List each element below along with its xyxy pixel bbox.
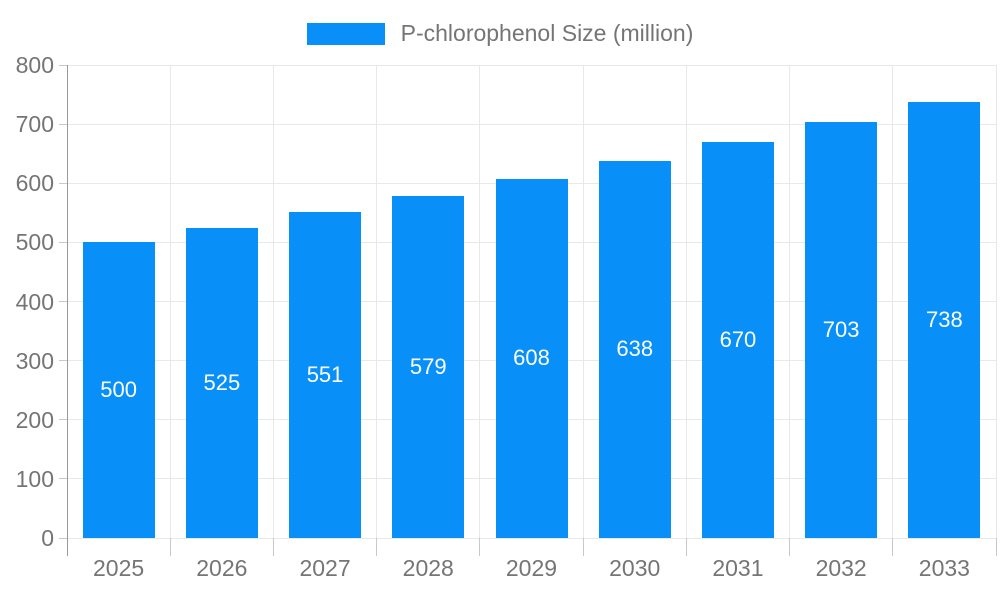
bar-2025[interactable]: 500: [82, 242, 155, 538]
x-tick: [582, 538, 584, 556]
legend[interactable]: P-chlorophenol Size (million): [0, 20, 1000, 47]
y-tick: [59, 301, 67, 302]
legend-swatch: [306, 22, 385, 45]
gridline-v: [376, 65, 378, 538]
legend-label: P-chlorophenol Size (million): [400, 20, 694, 46]
gridline-v: [995, 65, 997, 538]
y-tick: [59, 64, 67, 66]
x-axis-label: 2028: [402, 555, 454, 581]
x-tick: [892, 538, 894, 556]
gridline-h: [67, 64, 996, 66]
x-tick: [376, 538, 378, 556]
y-axis-label: 800: [15, 52, 54, 78]
x-tick: [479, 538, 481, 556]
bar-value-label: 670: [719, 326, 757, 352]
y-tick: [59, 182, 67, 184]
bar-2030[interactable]: 638: [598, 160, 671, 538]
bar-value-label: 525: [203, 369, 241, 395]
y-axis-label: 700: [15, 111, 54, 138]
y-axis-label: 500: [15, 229, 54, 256]
gridline-v: [272, 65, 274, 538]
y-tick: [59, 241, 67, 243]
gridline-v: [169, 65, 171, 538]
y-axis-label: 600: [15, 170, 54, 197]
gridline-h: [67, 123, 996, 125]
x-tick: [995, 538, 997, 556]
x-axis-label: 2029: [505, 555, 558, 581]
y-axis-label: 300: [15, 347, 54, 374]
bar-2028[interactable]: 579: [392, 195, 465, 538]
bar-2032[interactable]: 703: [805, 122, 878, 538]
bar-value-label: 703: [822, 317, 860, 343]
x-axis-label: 2027: [299, 555, 351, 581]
gridline-v: [892, 65, 894, 538]
gridline-v: [789, 65, 791, 538]
x-axis-label: 2025: [93, 555, 145, 581]
bar-value-label: 638: [616, 336, 654, 362]
x-axis-label: 2030: [609, 555, 661, 581]
bar-2029[interactable]: 608: [495, 178, 568, 538]
bar-value-label: 738: [926, 306, 963, 332]
bar-2026[interactable]: 525: [185, 227, 258, 538]
y-axis-line: [66, 65, 68, 556]
bar-value-label: 579: [409, 353, 447, 379]
y-tick: [59, 537, 67, 539]
x-axis-label: 2032: [815, 555, 867, 581]
bar-value-label: 500: [100, 377, 137, 403]
gridline-v: [479, 65, 481, 538]
x-tick: [789, 538, 791, 556]
x-axis-label: 2026: [196, 555, 248, 581]
y-axis-label: 100: [15, 465, 54, 492]
y-axis-label: 400: [15, 288, 54, 315]
y-axis-label: 0: [41, 525, 54, 551]
y-tick: [59, 123, 67, 125]
gridline-v: [685, 65, 687, 538]
gridline-v: [582, 65, 584, 538]
bar-2027[interactable]: 551: [289, 212, 362, 538]
bar-value-label: 608: [513, 345, 550, 371]
bar-value-label: 551: [306, 362, 344, 388]
x-axis-label: 2031: [712, 555, 764, 581]
y-tick: [59, 360, 67, 362]
x-axis-label: 2033: [918, 555, 970, 581]
y-axis-label: 200: [15, 406, 54, 433]
x-tick: [169, 538, 171, 556]
gridline-h: [67, 537, 996, 539]
bar-2033[interactable]: 738: [908, 101, 981, 538]
bar-2031[interactable]: 670: [701, 141, 774, 538]
y-tick: [59, 478, 67, 480]
x-tick: [685, 538, 687, 556]
y-tick: [59, 419, 67, 421]
x-tick: [272, 538, 274, 556]
